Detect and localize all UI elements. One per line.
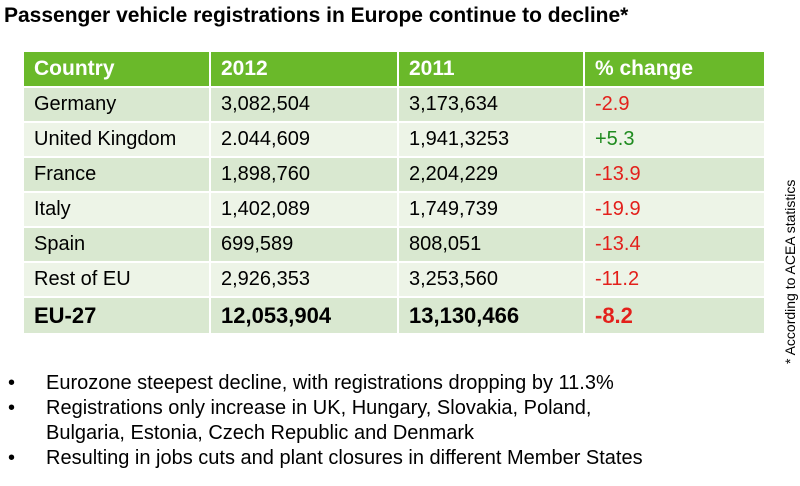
cell-2011: 808,051	[397, 226, 585, 263]
cell-country: Italy	[22, 191, 211, 228]
cell-2012: 699,589	[209, 226, 399, 263]
bullet-item: • Resulting in jobs cuts and plant closu…	[8, 446, 788, 471]
table-total-row: EU-27 12,053,904 13,130,466 -8.2	[22, 296, 766, 335]
cell-2011: 1,941,3253	[397, 121, 585, 158]
bullet-text: Eurozone steepest decline, with registra…	[46, 372, 614, 394]
header-country: Country	[22, 50, 211, 88]
table-row: United Kingdom 2.044,609 1,941,3253 +5.3	[22, 121, 766, 158]
table-row: Rest of EU 2,926,353 3,253,560 -11.2	[22, 261, 766, 298]
bullet-marker: •	[8, 372, 16, 394]
cell-2012: 3,082,504	[209, 86, 399, 123]
bullet-text: Registrations only increase in UK, Hunga…	[46, 397, 592, 419]
table-row: Italy 1,402,089 1,749,739 -19.9	[22, 191, 766, 228]
cell-percent-change: +5.3	[583, 121, 766, 158]
cell-percent-change-total: -8.2	[583, 296, 766, 335]
cell-country: Germany	[22, 86, 211, 123]
bullet-marker: •	[8, 447, 16, 469]
table-body: Germany 3,082,504 3,173,634 -2.9 United …	[22, 86, 766, 335]
header-2011: 2011	[397, 50, 585, 88]
table-row: Germany 3,082,504 3,173,634 -2.9	[22, 86, 766, 123]
cell-2012-total: 12,053,904	[209, 296, 399, 335]
bullet-list: • Eurozone steepest decline, with regist…	[8, 371, 788, 471]
header-percent-change: % change	[583, 50, 766, 88]
cell-2011-total: 13,130,466	[397, 296, 585, 335]
bullet-item: • Registrations only increase in UK, Hun…	[8, 396, 788, 446]
cell-percent-change: -11.2	[583, 261, 766, 298]
table-row: France 1,898,760 2,204,229 -13.9	[22, 156, 766, 193]
slide-title: Passenger vehicle registrations in Europ…	[4, 4, 629, 27]
bullet-text: Resulting in jobs cuts and plant closure…	[46, 447, 643, 469]
bullet-text-continued: Bulgaria, Estonia, Czech Republic and De…	[46, 422, 474, 444]
cell-2012: 2,926,353	[209, 261, 399, 298]
cell-country-total: EU-27	[22, 296, 211, 335]
header-2012: 2012	[209, 50, 399, 88]
cell-country: Spain	[22, 226, 211, 263]
cell-percent-change: -2.9	[583, 86, 766, 123]
cell-2012: 1,402,089	[209, 191, 399, 228]
cell-2011: 1,749,739	[397, 191, 585, 228]
cell-2011: 3,253,560	[397, 261, 585, 298]
cell-country: United Kingdom	[22, 121, 211, 158]
bullet-marker: •	[8, 397, 16, 419]
cell-percent-change: -19.9	[583, 191, 766, 228]
table-row: Spain 699,589 808,051 -13.4	[22, 226, 766, 263]
cell-percent-change: -13.4	[583, 226, 766, 263]
bullet-item: • Eurozone steepest decline, with regist…	[8, 371, 788, 396]
registrations-table-container: Country 2012 2011 % change Germany 3,082…	[22, 50, 766, 335]
cell-2012: 1,898,760	[209, 156, 399, 193]
cell-percent-change: -13.9	[583, 156, 766, 193]
footnote-source: * According to ACEA statistics	[782, 179, 798, 364]
cell-2012: 2.044,609	[209, 121, 399, 158]
cell-country: Rest of EU	[22, 261, 211, 298]
cell-2011: 3,173,634	[397, 86, 585, 123]
cell-2011: 2,204,229	[397, 156, 585, 193]
cell-country: France	[22, 156, 211, 193]
registrations-table: Country 2012 2011 % change Germany 3,082…	[22, 50, 766, 335]
table-header-row: Country 2012 2011 % change	[22, 50, 766, 88]
